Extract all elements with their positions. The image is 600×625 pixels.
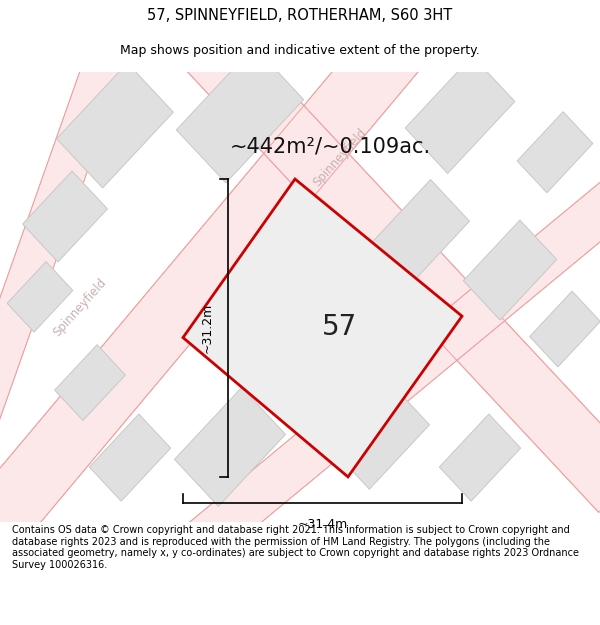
Polygon shape: [405, 56, 515, 174]
Polygon shape: [183, 179, 462, 477]
Polygon shape: [89, 414, 170, 501]
Polygon shape: [0, 11, 139, 422]
Polygon shape: [371, 179, 469, 286]
Text: Map shows position and indicative extent of the property.: Map shows position and indicative extent…: [120, 44, 480, 57]
Polygon shape: [463, 220, 557, 320]
Polygon shape: [23, 171, 107, 262]
Text: ~442m²/~0.109ac.: ~442m²/~0.109ac.: [229, 137, 431, 157]
Text: ~31.4m: ~31.4m: [298, 518, 347, 531]
Polygon shape: [530, 291, 600, 367]
Text: Spinneyfield: Spinneyfield: [51, 276, 109, 339]
Text: Contains OS data © Crown copyright and database right 2021. This information is : Contains OS data © Crown copyright and d…: [12, 525, 579, 570]
Polygon shape: [176, 46, 304, 183]
Polygon shape: [0, 0, 444, 566]
Text: 57, SPINNEYFIELD, ROTHERHAM, S60 3HT: 57, SPINNEYFIELD, ROTHERHAM, S60 3HT: [148, 8, 452, 23]
Text: Spinneyfield: Spinneyfield: [311, 126, 369, 189]
Polygon shape: [7, 262, 73, 332]
Polygon shape: [55, 345, 125, 421]
Polygon shape: [439, 414, 521, 501]
Text: ~31.2m: ~31.2m: [201, 303, 214, 353]
Polygon shape: [331, 383, 430, 489]
Text: 57: 57: [322, 313, 358, 341]
Polygon shape: [187, 161, 600, 562]
Polygon shape: [159, 0, 600, 512]
Polygon shape: [56, 63, 173, 188]
Polygon shape: [175, 388, 286, 506]
Polygon shape: [517, 112, 593, 192]
